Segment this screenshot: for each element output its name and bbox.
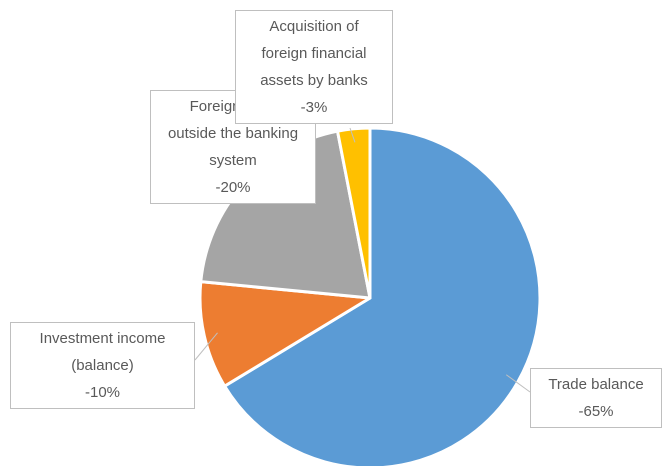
category-label: Foreign cash outside the banking system bbox=[167, 98, 299, 169]
callout-line bbox=[194, 332, 218, 361]
value-label: -65% bbox=[578, 403, 614, 420]
value-label: -10% bbox=[84, 384, 121, 401]
pie-slice bbox=[336, 126, 372, 300]
value-label: -20% bbox=[215, 179, 251, 196]
callout-line bbox=[505, 374, 531, 393]
category-label: Trade balance bbox=[548, 376, 644, 393]
pie-slice bbox=[223, 126, 542, 466]
data-label: Trade balance -65% bbox=[530, 368, 662, 428]
category-label: Investment income (balance) bbox=[39, 330, 166, 374]
callout-line bbox=[349, 127, 356, 143]
pie-slice bbox=[198, 280, 372, 388]
data-label: Acquisition of foreign financial assets … bbox=[235, 10, 393, 124]
category-label: Acquisition of foreign financial assets … bbox=[260, 18, 368, 89]
value-label: -3% bbox=[300, 99, 328, 116]
data-label: Investment income (balance) -10% bbox=[10, 322, 195, 409]
